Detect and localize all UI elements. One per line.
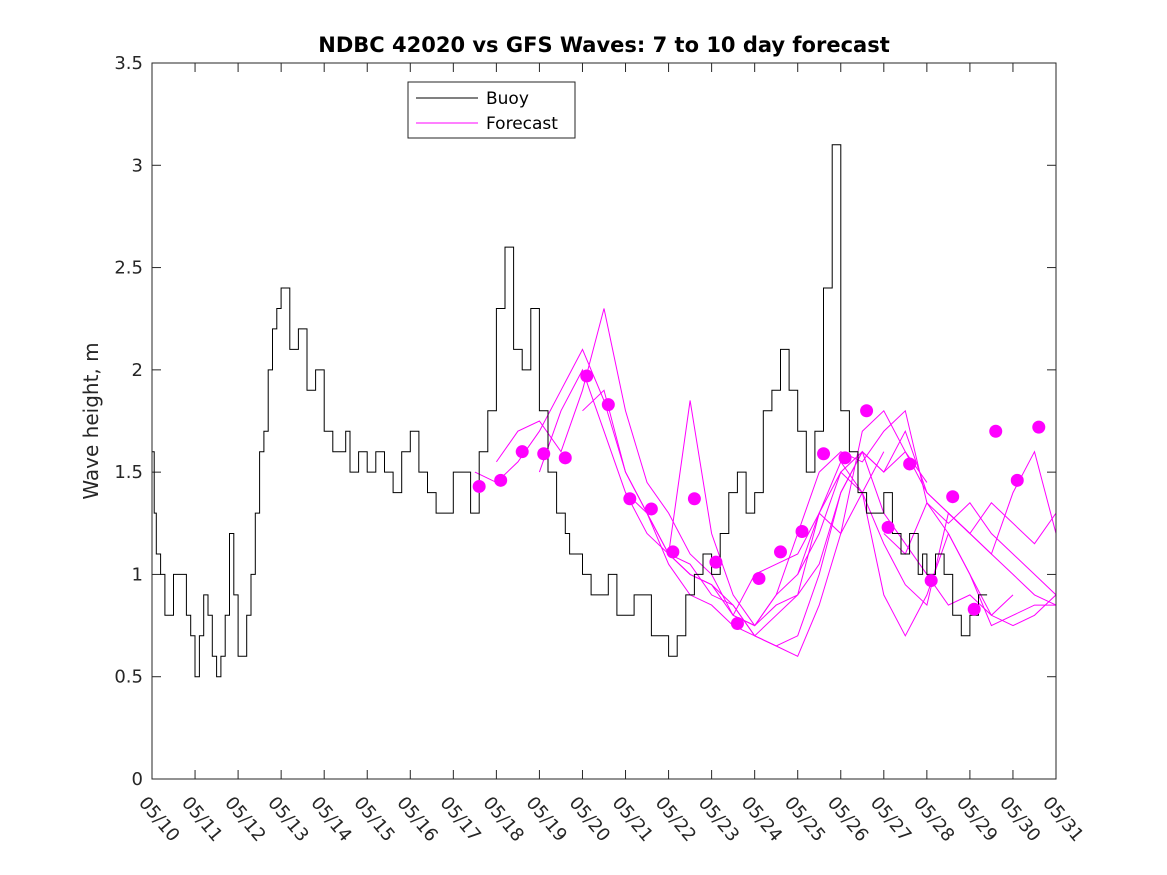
forecast-point [558,451,572,465]
forecast-run-line [948,450,1057,555]
forecast-run-line [883,501,1056,627]
forecast-point [580,369,594,383]
forecast-point [795,524,809,538]
x-tick-label: 05/16 [392,793,441,846]
legend-forecast-label: Forecast [486,114,558,134]
forecast-run-line [797,471,1057,637]
y-tick-label: 2.5 [114,258,143,279]
x-tick-label: 05/13 [263,793,312,846]
chart-title: NDBC 42020 vs GFS Waves: 7 to 10 day for… [318,33,889,57]
legend: Buoy Forecast [407,81,576,139]
x-tick-label: 05/18 [479,793,528,846]
forecast-run-line [732,460,1057,616]
x-tick-label: 05/29 [952,793,1001,846]
buoy-line [152,144,988,678]
buoy-series [152,144,988,678]
forecast-point [1010,473,1024,487]
forecast-point [730,617,744,631]
x-tick-label: 05/15 [349,793,398,846]
forecast-point [537,447,551,461]
x-tick-label: 05/10 [134,793,183,846]
x-tick-label: 05/25 [780,793,829,846]
plot-frame [151,62,1057,780]
x-tick-label: 05/22 [651,793,700,846]
x-tick-label: 05/12 [220,793,269,846]
y-tick-label: 1.5 [114,462,143,483]
forecast-point [773,545,787,559]
forecast-point [666,545,680,559]
x-tick-label: 05/11 [177,793,226,846]
forecast-point [903,457,917,471]
y-axis-label: Wave height, m [79,342,103,499]
forecast-point [752,572,766,586]
forecast-point [515,445,529,459]
forecast-point [838,451,852,465]
x-tick-label: 05/17 [436,793,485,846]
forecast-points [472,369,1046,631]
y-axis-ticks: 0 0.5 1 1.5 2 2.5 3 3.5 [114,53,1056,790]
y-tick-label: 0 [132,769,143,790]
x-tick-label: 05/14 [306,793,355,846]
x-tick-label: 05/30 [995,793,1044,846]
x-tick-label: 05/23 [694,793,743,846]
legend-buoy-label: Buoy [486,89,529,109]
y-tick-label: 0.5 [114,667,143,688]
plot-area [152,63,1056,779]
forecast-point [601,398,615,412]
forecast-point [946,490,960,504]
forecast-point [881,520,895,534]
x-tick-label: 05/24 [737,793,786,846]
x-tick-label: 05/26 [823,793,872,846]
y-tick-label: 3 [132,155,143,176]
forecast-point [817,447,831,461]
forecast-point [924,574,938,588]
x-tick-label: 05/19 [522,793,571,846]
forecast-runs [474,308,1057,657]
forecast-point [687,492,701,506]
legend-box [407,81,576,139]
y-tick-label: 2 [132,360,143,381]
forecast-point [644,502,658,516]
x-tick-label: 05/20 [565,793,614,846]
forecast-point [472,479,486,493]
y-tick-label: 3.5 [114,53,143,74]
forecast-point [494,473,508,487]
forecast-point [860,404,874,418]
forecast-point [709,555,723,569]
forecast-point [967,602,981,616]
forecast-point [623,492,637,506]
forecast-run-line [582,389,1014,627]
x-tick-label: 05/27 [866,793,915,846]
y-tick-label: 1 [132,564,143,585]
x-tick-label: 05/28 [909,793,958,846]
forecast-point [1032,420,1046,434]
forecast-point [989,424,1003,438]
x-tick-label: 05/31 [1038,793,1087,846]
x-tick-label: 05/21 [608,793,657,846]
